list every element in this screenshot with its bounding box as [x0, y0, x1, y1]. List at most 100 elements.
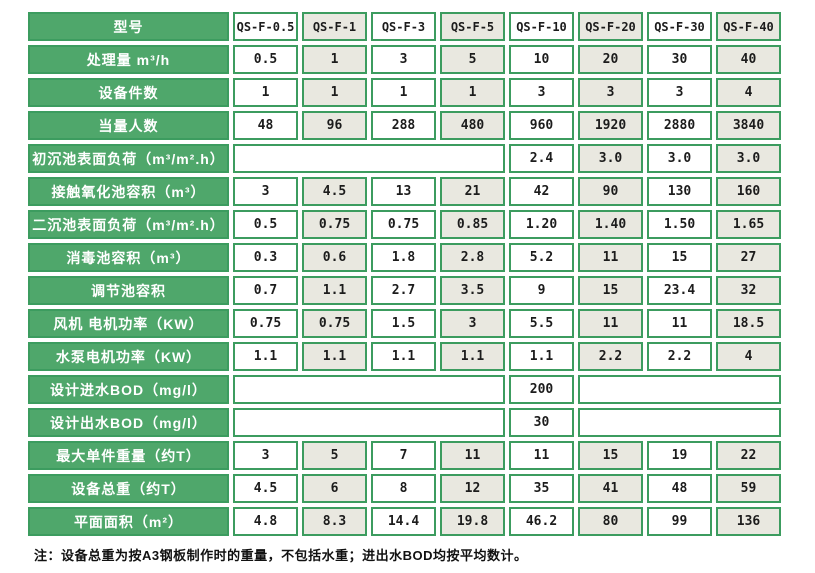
cell-value: 13: [371, 177, 436, 206]
cell-value: 48: [647, 474, 712, 503]
cell-value: 0.85: [440, 210, 505, 239]
cell-value: 1.1: [302, 342, 367, 371]
cell-value: 960: [509, 111, 574, 140]
cell-value: 5: [302, 441, 367, 470]
cell-value: 15: [578, 441, 643, 470]
cell-value: 2.7: [371, 276, 436, 305]
cell-value: 3.0: [578, 144, 643, 173]
row-label: 设计进水BOD（mg/l）: [28, 375, 229, 404]
empty-merged-cell: [233, 408, 505, 437]
cell-value: 11: [440, 441, 505, 470]
model-header: QS-F-40: [716, 12, 781, 41]
cell-value: 11: [578, 309, 643, 338]
cell-value: 200: [509, 375, 574, 404]
cell-value: 1: [371, 78, 436, 107]
cell-value: 0.3: [233, 243, 298, 272]
cell-value: 1: [302, 45, 367, 74]
cell-value: 20: [578, 45, 643, 74]
cell-value: 4: [716, 78, 781, 107]
cell-value: 14.4: [371, 507, 436, 536]
cell-value: 1.1: [371, 342, 436, 371]
cell-value: 59: [716, 474, 781, 503]
model-header: QS-F-3: [371, 12, 436, 41]
model-header: QS-F-10: [509, 12, 574, 41]
cell-value: 30: [509, 408, 574, 437]
cell-value: 32: [716, 276, 781, 305]
cell-value: 3.5: [440, 276, 505, 305]
cell-value: 0.6: [302, 243, 367, 272]
cell-value: 15: [647, 243, 712, 272]
model-header: QS-F-1: [302, 12, 367, 41]
cell-value: 4.5: [233, 474, 298, 503]
cell-value: 2.8: [440, 243, 505, 272]
cell-value: 5: [440, 45, 505, 74]
cell-value: 480: [440, 111, 505, 140]
spec-table: 型号 QS-F-0.5 QS-F-1 QS-F-3 QS-F-5 QS-F-10…: [24, 8, 785, 540]
cell-value: 2.2: [578, 342, 643, 371]
row-label: 接触氧化池容积（m³）: [28, 177, 229, 206]
cell-value: 30: [647, 45, 712, 74]
cell-value: 1.1: [302, 276, 367, 305]
row-label: 当量人数: [28, 111, 229, 140]
cell-value: 0.5: [233, 210, 298, 239]
cell-value: 6: [302, 474, 367, 503]
table-row: 设计出水BOD（mg/l） 30: [28, 408, 781, 437]
cell-value: 3: [578, 78, 643, 107]
cell-value: 3.0: [647, 144, 712, 173]
cell-value: 1.20: [509, 210, 574, 239]
row-label: 平面面积（m²）: [28, 507, 229, 536]
row-label: 处理量 m³/h: [28, 45, 229, 74]
cell-value: 99: [647, 507, 712, 536]
cell-value: 1.1: [440, 342, 505, 371]
cell-value: 11: [578, 243, 643, 272]
cell-value: 46.2: [509, 507, 574, 536]
empty-merged-cell: [578, 408, 781, 437]
row-label: 设计出水BOD（mg/l）: [28, 408, 229, 437]
cell-value: 3: [647, 78, 712, 107]
cell-value: 4.5: [302, 177, 367, 206]
table-row: 设备总重（约T） 4.5 6 8 12 35 41 48 59: [28, 474, 781, 503]
cell-value: 9: [509, 276, 574, 305]
row-label: 水泵电机功率（KW）: [28, 342, 229, 371]
cell-value: 90: [578, 177, 643, 206]
cell-value: 3.0: [716, 144, 781, 173]
table-row: 调节池容积 0.7 1.1 2.7 3.5 9 15 23.4 32: [28, 276, 781, 305]
model-header: QS-F-0.5: [233, 12, 298, 41]
cell-value: 3: [440, 309, 505, 338]
cell-value: 18.5: [716, 309, 781, 338]
cell-value: 11: [509, 441, 574, 470]
table-row: 当量人数 48 96 288 480 960 1920 2880 3840: [28, 111, 781, 140]
cell-value: 1.40: [578, 210, 643, 239]
cell-value: 8.3: [302, 507, 367, 536]
header-label: 型号: [28, 12, 229, 41]
cell-value: 130: [647, 177, 712, 206]
row-label: 二沉池表面负荷（m³/m².h）: [28, 210, 229, 239]
cell-value: 1: [233, 78, 298, 107]
cell-value: 23.4: [647, 276, 712, 305]
cell-value: 3840: [716, 111, 781, 140]
row-label: 消毒池容积（m³）: [28, 243, 229, 272]
table-row: 消毒池容积（m³） 0.3 0.6 1.8 2.8 5.2 11 15 27: [28, 243, 781, 272]
cell-value: 136: [716, 507, 781, 536]
cell-value: 0.7: [233, 276, 298, 305]
cell-value: 1.1: [233, 342, 298, 371]
cell-value: 15: [578, 276, 643, 305]
cell-value: 288: [371, 111, 436, 140]
cell-value: 0.75: [302, 210, 367, 239]
table-row: 设计进水BOD（mg/l） 200: [28, 375, 781, 404]
row-label: 初沉池表面负荷（m³/m².h）: [28, 144, 229, 173]
cell-value: 40: [716, 45, 781, 74]
cell-value: 8: [371, 474, 436, 503]
cell-value: 1: [440, 78, 505, 107]
cell-value: 19: [647, 441, 712, 470]
cell-value: 2880: [647, 111, 712, 140]
cell-value: 1.65: [716, 210, 781, 239]
row-label: 风机 电机功率（KW）: [28, 309, 229, 338]
table-header-row: 型号 QS-F-0.5 QS-F-1 QS-F-3 QS-F-5 QS-F-10…: [28, 12, 781, 41]
cell-value: 80: [578, 507, 643, 536]
cell-value: 27: [716, 243, 781, 272]
row-label: 设备件数: [28, 78, 229, 107]
cell-value: 4: [716, 342, 781, 371]
cell-value: 4.8: [233, 507, 298, 536]
cell-value: 1.5: [371, 309, 436, 338]
